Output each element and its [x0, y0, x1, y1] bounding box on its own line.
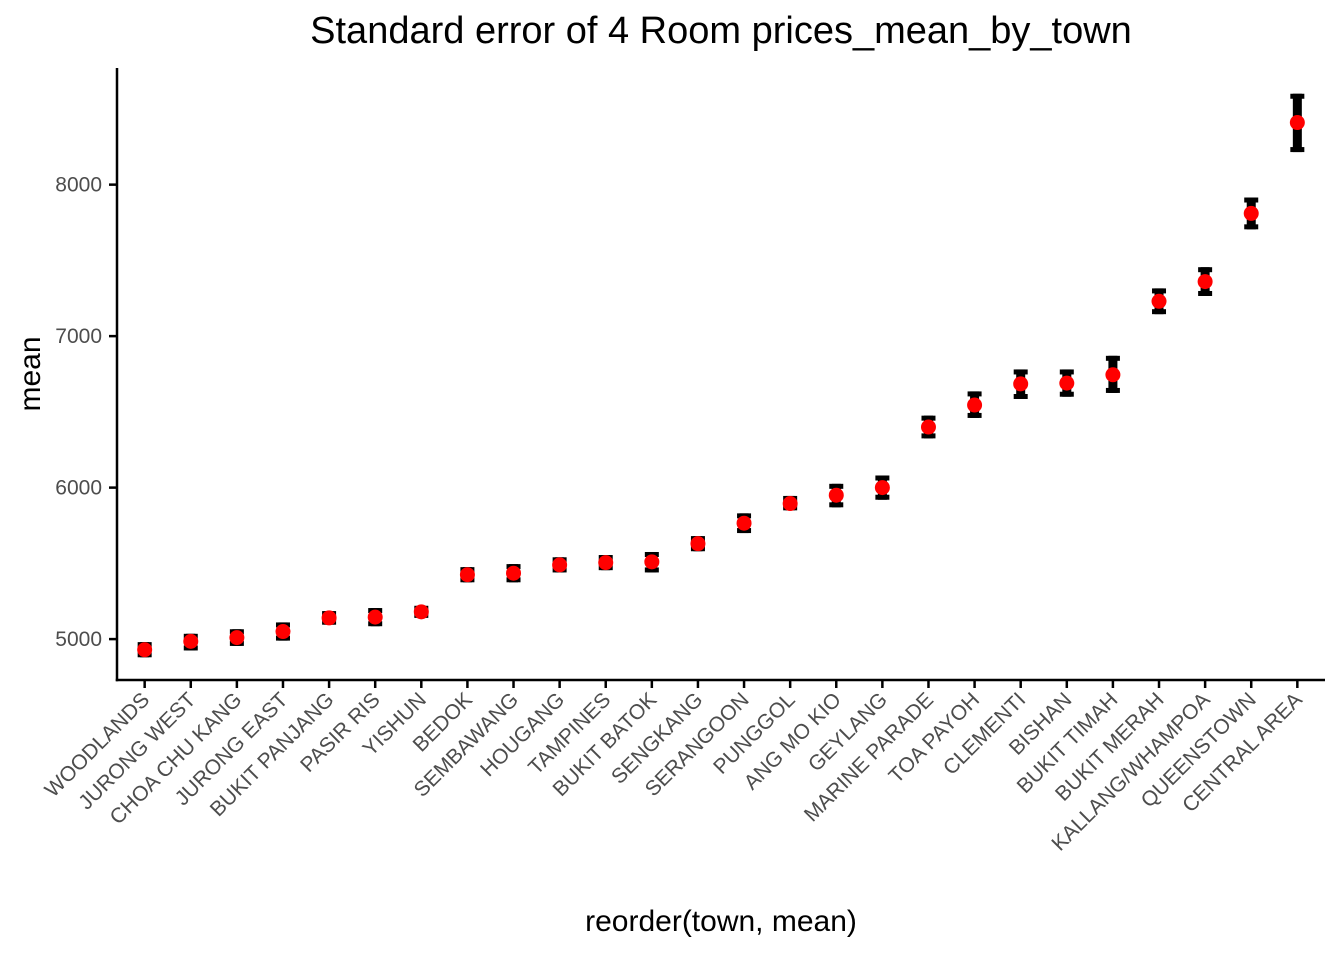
error-bar-cap-bottom — [1244, 224, 1259, 230]
error-bar-cap-bottom — [829, 502, 844, 508]
error-bar-cap-top — [1152, 288, 1167, 294]
x-axis-title: reorder(town, mean) — [585, 905, 857, 938]
mean-point — [367, 609, 383, 625]
mean-point — [1059, 375, 1075, 391]
error-bar-cap-bottom — [1105, 387, 1120, 393]
mean-point — [1289, 115, 1305, 131]
error-bar-cap-bottom — [1152, 309, 1167, 315]
mean-point — [967, 397, 983, 413]
chart-title: Standard error of 4 Room prices_mean_by_… — [310, 10, 1132, 52]
error-bar-cap-bottom — [1290, 147, 1305, 153]
mean-point — [137, 642, 153, 658]
error-bar-cap-top — [829, 483, 844, 489]
error-bar-cap-top — [1059, 369, 1074, 375]
error-bar-cap-bottom — [1059, 391, 1074, 397]
mean-point — [1243, 205, 1259, 221]
error-bar-cap-top — [1105, 355, 1120, 361]
y-tick-label: 7000 — [55, 325, 102, 348]
error-bar-cap-bottom — [1198, 290, 1213, 296]
error-bar-cap-top — [921, 415, 936, 421]
y-tick-label: 5000 — [55, 628, 102, 651]
error-bar-cap-top — [967, 391, 982, 397]
mean-point — [413, 604, 429, 620]
mean-point — [459, 567, 475, 583]
mean-point — [506, 565, 522, 581]
error-bar-cap-top — [1244, 197, 1259, 203]
mean-point — [275, 624, 291, 640]
mean-point — [920, 419, 936, 435]
mean-point — [229, 630, 245, 646]
error-bar-cap-bottom — [875, 494, 890, 500]
mean-point — [690, 536, 706, 552]
y-tick-label: 8000 — [55, 174, 102, 197]
mean-point — [598, 555, 614, 571]
error-bar-cap-bottom — [967, 412, 982, 418]
mean-point — [552, 557, 568, 573]
mean-point — [1105, 367, 1121, 383]
mean-point — [736, 515, 752, 531]
error-bar-cap-top — [1198, 267, 1213, 273]
mean-point — [1197, 274, 1213, 290]
mean-point — [1013, 376, 1029, 392]
y-tick-label: 6000 — [55, 477, 102, 500]
mean-point — [1151, 293, 1167, 309]
error-bar-cap-bottom — [644, 567, 659, 573]
error-bar-cap-bottom — [1013, 393, 1028, 399]
mean-point — [321, 610, 337, 626]
mean-point — [644, 554, 660, 570]
mean-point — [183, 633, 199, 649]
error-bar-cap-top — [1290, 93, 1305, 99]
mean-point — [874, 480, 890, 496]
mean-point — [828, 487, 844, 503]
error-bar-cap-bottom — [921, 433, 936, 439]
error-bar-cap-top — [875, 475, 890, 481]
mean-point — [782, 496, 798, 512]
error-bar-cap-top — [1013, 369, 1028, 375]
